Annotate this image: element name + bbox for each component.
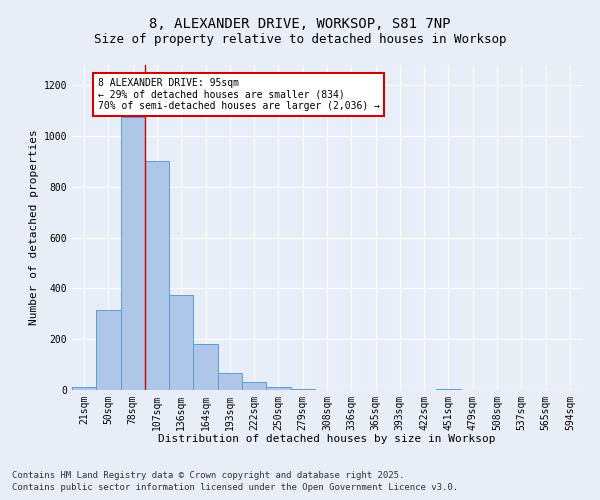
Bar [145, 162, 169, 390]
Text: Contains HM Land Registry data © Crown copyright and database right 2025.: Contains HM Land Registry data © Crown c… [12, 471, 404, 480]
Bar [121, 117, 145, 390]
Bar [436, 388, 461, 390]
Text: Contains public sector information licensed under the Open Government Licence v3: Contains public sector information licen… [12, 484, 458, 492]
Bar [169, 295, 193, 390]
Text: 8, ALEXANDER DRIVE, WORKSOP, S81 7NP: 8, ALEXANDER DRIVE, WORKSOP, S81 7NP [149, 18, 451, 32]
Y-axis label: Number of detached properties: Number of detached properties [29, 130, 40, 326]
Bar [242, 382, 266, 390]
Bar [218, 374, 242, 390]
X-axis label: Distribution of detached houses by size in Worksop: Distribution of detached houses by size … [158, 434, 496, 444]
Bar [72, 388, 96, 390]
Text: Size of property relative to detached houses in Worksop: Size of property relative to detached ho… [94, 32, 506, 46]
Bar [193, 344, 218, 390]
Bar [290, 388, 315, 390]
Bar [266, 388, 290, 390]
Bar [96, 310, 121, 390]
Text: 8 ALEXANDER DRIVE: 95sqm
← 29% of detached houses are smaller (834)
70% of semi-: 8 ALEXANDER DRIVE: 95sqm ← 29% of detach… [97, 78, 380, 111]
